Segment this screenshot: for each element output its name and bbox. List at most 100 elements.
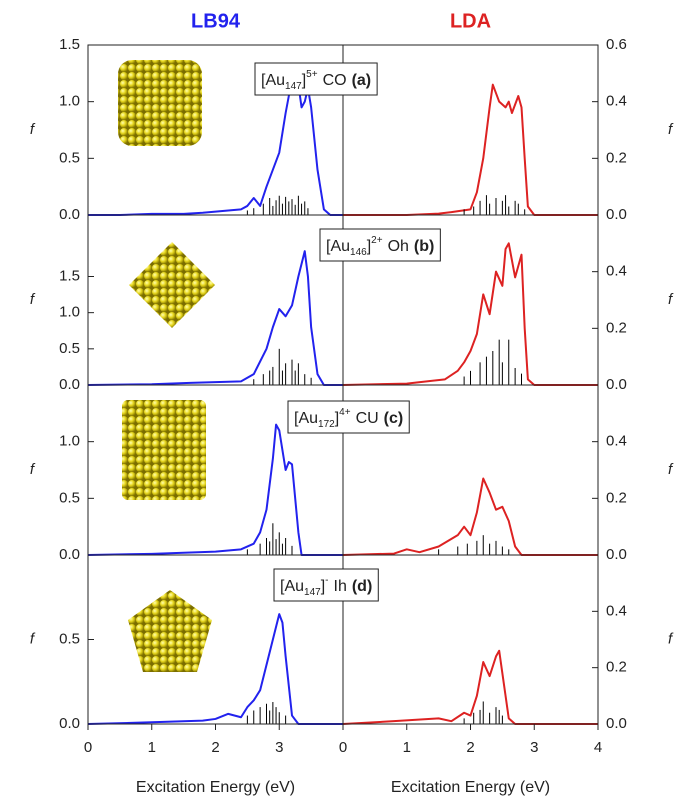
label-text: [Au146]2+ Oh (b) bbox=[326, 235, 434, 258]
x-tick-label: 2 bbox=[466, 739, 474, 756]
label-suffix: ] bbox=[321, 578, 325, 595]
label-tag: (b) bbox=[414, 238, 434, 255]
y-tick-label: 1.0 bbox=[59, 433, 80, 450]
panel-label: [Au146]2+ Oh (b) bbox=[319, 228, 441, 262]
panel-label: [Au147]- Ih (d) bbox=[273, 568, 379, 602]
y-axis-label: f bbox=[30, 121, 36, 138]
label-name: Ih bbox=[334, 578, 347, 595]
y-tick-label: 1.5 bbox=[59, 36, 80, 53]
label-sub: 147 bbox=[285, 81, 302, 92]
cluster-inset bbox=[129, 242, 215, 328]
y-tick-label: 0.0 bbox=[606, 546, 627, 563]
y-tick-label: 0.5 bbox=[59, 149, 80, 166]
panel-title: LDA bbox=[450, 10, 491, 32]
label-sup: 2+ bbox=[371, 235, 383, 246]
label-prefix: [Au bbox=[326, 238, 350, 255]
label-tag: (d) bbox=[352, 578, 372, 595]
label-suffix: ] bbox=[302, 72, 306, 89]
y-tick-label: 0.0 bbox=[59, 546, 80, 563]
x-tick-label: 1 bbox=[403, 739, 411, 756]
y-tick-label: 0.2 bbox=[606, 319, 627, 336]
label-box bbox=[319, 228, 441, 262]
spectrum-line bbox=[343, 83, 598, 216]
insets bbox=[118, 60, 215, 672]
label-tag: (c) bbox=[384, 410, 404, 427]
y-tick-label: 0.0 bbox=[606, 376, 627, 393]
label-box bbox=[287, 400, 410, 434]
spectrum-line bbox=[87, 250, 343, 386]
label-box bbox=[254, 62, 378, 96]
y-axis-label: f bbox=[668, 291, 674, 308]
label-sup: 4+ bbox=[339, 407, 351, 418]
x-tick-label: 1 bbox=[148, 739, 156, 756]
y-tick-label: 0.2 bbox=[606, 149, 627, 166]
panel-title: LB94 bbox=[191, 10, 241, 32]
label-sup: - bbox=[325, 575, 328, 586]
y-axis-label: f bbox=[668, 461, 674, 478]
plots bbox=[87, 78, 598, 725]
x-axis-label: Excitation Energy (eV) bbox=[391, 779, 550, 796]
label-prefix: [Au bbox=[280, 578, 304, 595]
x-tick-label: 2 bbox=[211, 739, 219, 756]
label-box bbox=[273, 568, 379, 602]
y-tick-label: 0.0 bbox=[59, 715, 80, 732]
label-sub: 172 bbox=[318, 419, 335, 430]
spectrum-line bbox=[342, 242, 598, 386]
label-name: CU bbox=[356, 410, 379, 427]
y-axis-label: f bbox=[30, 461, 36, 478]
y-tick-label: 0.5 bbox=[59, 630, 80, 647]
spectrum-line bbox=[87, 423, 343, 556]
y-axis-label: f bbox=[668, 121, 674, 138]
label-suffix: ] bbox=[335, 410, 339, 427]
y-axis-label: f bbox=[668, 630, 674, 647]
x-tick-label: 4 bbox=[594, 739, 602, 756]
label-text: [Au172]4+ CU (c) bbox=[294, 407, 403, 430]
x-axis-label: Excitation Energy (eV) bbox=[136, 779, 295, 796]
y-tick-label: 0.6 bbox=[606, 36, 627, 53]
y-tick-label: 0.0 bbox=[59, 376, 80, 393]
spectrum-line bbox=[342, 649, 598, 725]
label-text: [Au147]- Ih (d) bbox=[280, 575, 372, 598]
label-tag: (a) bbox=[352, 72, 372, 89]
y-tick-label: 0.0 bbox=[606, 715, 627, 732]
y-tick-label: 1.0 bbox=[59, 93, 80, 110]
spectrum-line bbox=[342, 477, 598, 556]
y-tick-label: 0.4 bbox=[606, 263, 627, 280]
y-tick-label: 1.5 bbox=[59, 267, 80, 284]
label-sup: 5+ bbox=[306, 69, 318, 80]
y-tick-label: 1.0 bbox=[59, 304, 80, 321]
y-tick-label: 0.5 bbox=[59, 340, 80, 357]
cluster-inset bbox=[118, 60, 202, 146]
x-tick-label: 0 bbox=[84, 739, 92, 756]
y-tick-label: 0.5 bbox=[59, 489, 80, 506]
y-tick-label: 0.2 bbox=[606, 489, 627, 506]
x-tick-label: 0 bbox=[339, 739, 347, 756]
label-sub: 147 bbox=[304, 587, 321, 598]
y-tick-label: 0.4 bbox=[606, 433, 627, 450]
spectrum-line bbox=[87, 613, 343, 725]
y-axis-label: f bbox=[30, 291, 36, 308]
x-tick-label: 3 bbox=[275, 739, 283, 756]
label-text: [Au147]5+ CO (a) bbox=[261, 69, 371, 92]
y-tick-label: 0.4 bbox=[606, 602, 627, 619]
cluster-inset bbox=[122, 400, 206, 500]
y-axis-label: f bbox=[30, 630, 36, 647]
label-prefix: [Au bbox=[261, 72, 285, 89]
y-tick-label: 0.4 bbox=[606, 93, 627, 110]
label-prefix: [Au bbox=[294, 410, 318, 427]
panel-label: [Au172]4+ CU (c) bbox=[287, 400, 410, 434]
y-tick-label: 0.0 bbox=[59, 206, 80, 223]
label-name: CO bbox=[323, 72, 347, 89]
panel-label: [Au147]5+ CO (a) bbox=[254, 62, 378, 96]
y-tick-label: 0.0 bbox=[606, 206, 627, 223]
y-tick-label: 0.2 bbox=[606, 659, 627, 676]
x-tick-label: 3 bbox=[530, 739, 538, 756]
label-sub: 146 bbox=[350, 247, 367, 258]
spectrum-line bbox=[88, 78, 343, 216]
label-suffix: ] bbox=[367, 238, 371, 255]
label-name: Oh bbox=[388, 238, 409, 255]
cluster-inset bbox=[128, 590, 212, 672]
